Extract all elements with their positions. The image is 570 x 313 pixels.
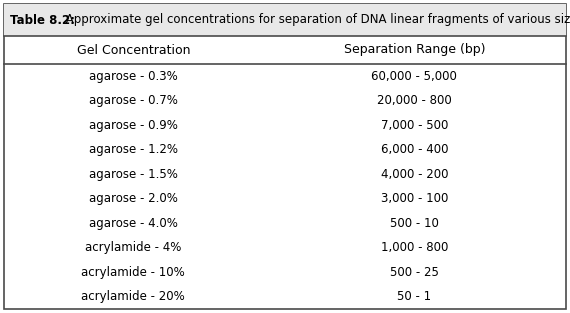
Text: agarose - 4.0%: agarose - 4.0%: [89, 217, 178, 230]
Text: agarose - 0.7%: agarose - 0.7%: [89, 94, 178, 107]
Text: agarose - 1.5%: agarose - 1.5%: [89, 168, 178, 181]
Text: 6,000 - 400: 6,000 - 400: [381, 143, 448, 156]
Text: agarose - 0.3%: agarose - 0.3%: [89, 70, 178, 83]
Text: acrylamide - 4%: acrylamide - 4%: [85, 241, 181, 254]
Text: agarose - 0.9%: agarose - 0.9%: [89, 119, 178, 132]
Text: 7,000 - 500: 7,000 - 500: [381, 119, 448, 132]
Text: 4,000 - 200: 4,000 - 200: [381, 168, 448, 181]
Text: 500 - 10: 500 - 10: [390, 217, 439, 230]
Text: agarose - 2.0%: agarose - 2.0%: [89, 192, 178, 205]
Bar: [4, 4, 566, 36]
Text: agarose - 1.2%: agarose - 1.2%: [89, 143, 178, 156]
Text: 3,000 - 100: 3,000 - 100: [381, 192, 448, 205]
Text: Table 8.2:: Table 8.2:: [10, 13, 75, 27]
Text: acrylamide - 10%: acrylamide - 10%: [82, 266, 185, 279]
Text: Approximate gel concentrations for separation of DNA linear fragments of various: Approximate gel concentrations for separ…: [62, 13, 570, 27]
Text: 1,000 - 800: 1,000 - 800: [381, 241, 448, 254]
Text: 500 - 25: 500 - 25: [390, 266, 439, 279]
Text: 50 - 1: 50 - 1: [397, 290, 431, 303]
Text: 60,000 - 5,000: 60,000 - 5,000: [371, 70, 457, 83]
Text: acrylamide - 20%: acrylamide - 20%: [82, 290, 185, 303]
Text: Gel Concentration: Gel Concentration: [76, 44, 190, 57]
Text: Separation Range (bp): Separation Range (bp): [344, 44, 485, 57]
Text: 20,000 - 800: 20,000 - 800: [377, 94, 451, 107]
